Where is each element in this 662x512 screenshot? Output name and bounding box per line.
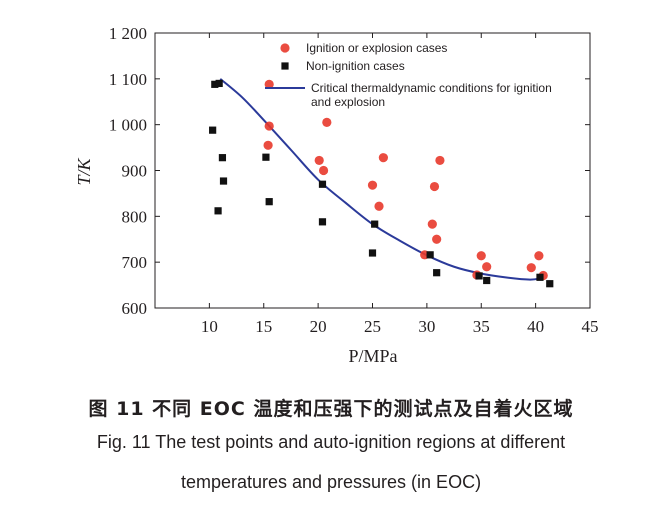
legend: Ignition or explosion cases Non-ignition … bbox=[265, 41, 552, 109]
ignition-point bbox=[374, 201, 384, 211]
ignition-point bbox=[318, 165, 329, 176]
y-axis-ticks: 600 700 800 900 1 000 1 100 1 200 bbox=[109, 24, 590, 318]
ignition-point bbox=[526, 263, 536, 273]
x-tick-label: 25 bbox=[364, 317, 381, 336]
y-tick-label: 600 bbox=[122, 299, 148, 318]
critical-curve bbox=[219, 78, 542, 281]
ignition-point bbox=[264, 121, 274, 131]
non-ignition-point bbox=[368, 249, 377, 257]
ignition-point bbox=[429, 181, 440, 192]
ignition-point bbox=[534, 251, 544, 261]
x-tick-label: 10 bbox=[201, 317, 218, 336]
ignition-point bbox=[427, 219, 437, 229]
y-axis-label: T/K bbox=[74, 158, 94, 186]
x-axis-ticks: 10 15 20 25 30 35 40 45 bbox=[201, 33, 599, 336]
non-ignition-point bbox=[318, 180, 327, 188]
non-ignition-point bbox=[214, 207, 222, 215]
non-ignition-point bbox=[211, 80, 219, 88]
figure-caption-english-line1: Fig. 11 The test points and auto-ignitio… bbox=[96, 432, 566, 452]
x-tick-label: 40 bbox=[527, 317, 544, 336]
x-tick-label: 15 bbox=[255, 317, 272, 336]
ignition-point bbox=[263, 140, 273, 150]
x-tick-label: 20 bbox=[310, 317, 327, 336]
legend-label-curve: Critical thermaldynamic conditions for i… bbox=[311, 81, 552, 109]
x-tick-label: 35 bbox=[473, 317, 490, 336]
non-ignition-point bbox=[218, 154, 227, 162]
ignition-point bbox=[432, 234, 442, 244]
data-points-layer bbox=[209, 79, 554, 288]
ignition-point bbox=[435, 155, 445, 166]
non-ignition-point bbox=[475, 272, 483, 280]
plot-frame bbox=[154, 32, 591, 309]
x-axis-label: P/MPa bbox=[348, 346, 397, 366]
non-ignition-point bbox=[371, 220, 379, 228]
legend-label-non-ignition: Non-ignition cases bbox=[306, 59, 405, 73]
y-tick-label: 800 bbox=[122, 207, 148, 226]
legend-non-ignition-marker bbox=[281, 62, 289, 70]
y-tick-label: 1 000 bbox=[109, 116, 147, 135]
figure-caption-english-line2: temperatures and pressures (in EOC) bbox=[180, 472, 482, 492]
x-tick-label: 30 bbox=[418, 317, 435, 336]
non-ignition-point bbox=[262, 153, 270, 161]
y-tick-label: 700 bbox=[122, 253, 148, 272]
non-ignition-point bbox=[219, 177, 228, 185]
ignition-point bbox=[314, 155, 324, 166]
y-tick-label: 900 bbox=[122, 162, 148, 181]
y-tick-label: 1 100 bbox=[109, 70, 147, 89]
scatter-chart: 600 700 800 900 1 000 1 100 1 200 10 15 20 25 30 35… bbox=[74, 24, 599, 366]
non-ignition-point bbox=[209, 126, 217, 134]
x-tick-label: 45 bbox=[582, 317, 599, 336]
critical-curve-layer bbox=[219, 78, 542, 281]
non-ignition-point bbox=[536, 273, 544, 281]
non-ignition-point bbox=[433, 269, 441, 277]
non-ignition-point bbox=[426, 251, 434, 259]
legend-label-ignition: Ignition or explosion cases bbox=[306, 41, 447, 55]
figure-caption-chinese: 图 11 不同 EOC 温度和压强下的测试点及自着火区域 bbox=[88, 398, 574, 420]
ignition-point bbox=[476, 251, 486, 261]
ignition-point bbox=[367, 180, 378, 190]
ignition-point bbox=[322, 117, 332, 127]
non-ignition-point bbox=[318, 218, 327, 226]
non-ignition-point bbox=[265, 198, 273, 206]
legend-ignition-marker bbox=[280, 43, 290, 53]
ignition-point bbox=[482, 262, 492, 272]
non-ignition-point bbox=[546, 280, 554, 288]
plot-border bbox=[154, 32, 591, 309]
non-ignition-point bbox=[215, 79, 223, 88]
ignition-point bbox=[378, 153, 388, 163]
y-tick-label: 1 200 bbox=[109, 24, 147, 43]
non-ignition-point bbox=[483, 276, 491, 285]
ignition-point bbox=[264, 79, 274, 89]
